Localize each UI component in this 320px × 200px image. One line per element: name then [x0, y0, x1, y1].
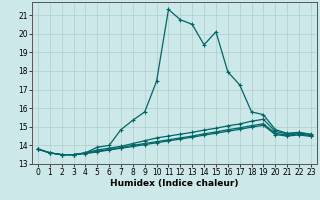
- X-axis label: Humidex (Indice chaleur): Humidex (Indice chaleur): [110, 179, 239, 188]
